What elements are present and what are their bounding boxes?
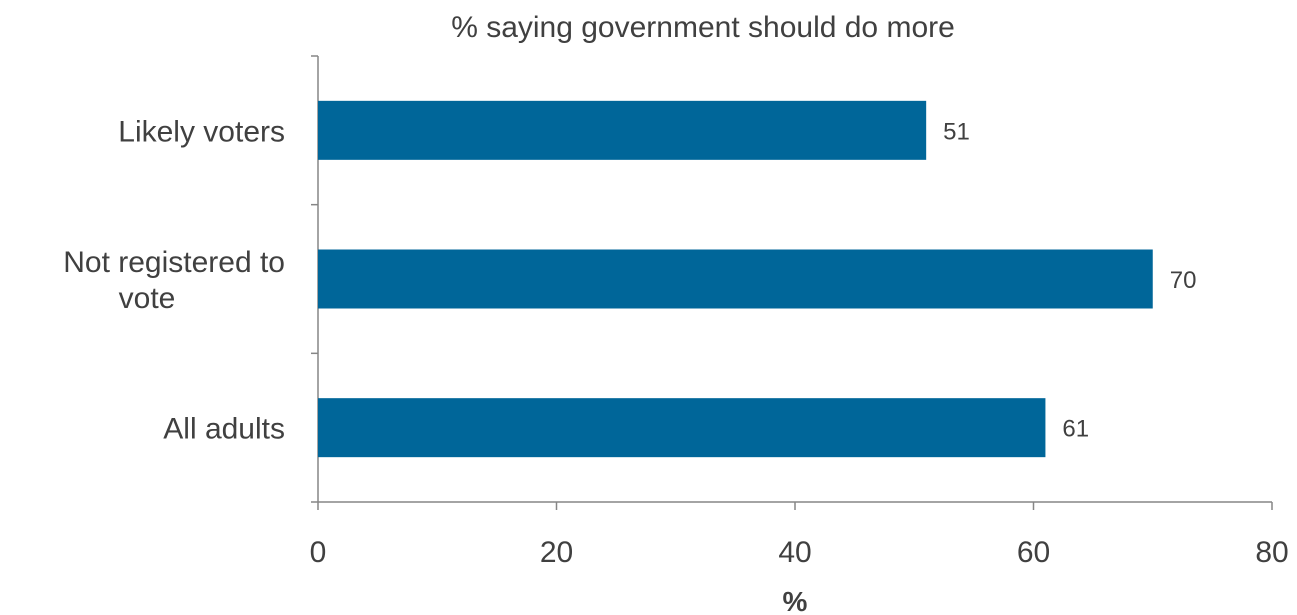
bar [318, 249, 1153, 309]
bar [318, 100, 927, 160]
chart-title: % saying government should do more [451, 11, 955, 44]
x-tick-label: 60 [1017, 536, 1050, 569]
chart-labels: 0 20 40 60 80 51 Likely voters 70 Not registered… [63, 115, 1288, 569]
category-label: Not registered to vote [63, 246, 285, 315]
data-label: 70 [1170, 267, 1197, 294]
category-label: All adults [163, 413, 285, 446]
x-tick-label: 40 [778, 536, 811, 569]
chart-bars [318, 100, 1153, 458]
bar [318, 398, 1046, 458]
data-label: 61 [1062, 416, 1089, 443]
x-tick-label: 20 [540, 536, 573, 569]
x-tick-label: 80 [1255, 536, 1288, 569]
x-axis-label: % [783, 586, 808, 615]
x-tick-label: 0 [310, 536, 327, 569]
data-label: 51 [943, 118, 970, 145]
category-label: Likely voters [118, 115, 285, 148]
